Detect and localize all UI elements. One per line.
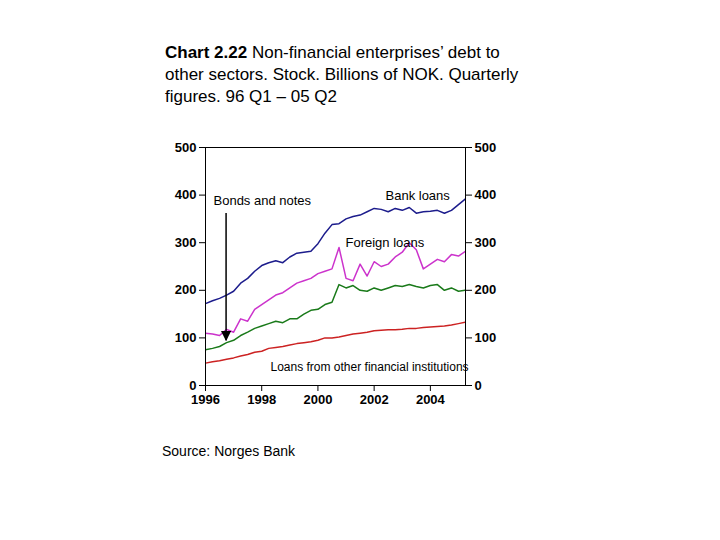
svg-text:Bank loans: Bank loans xyxy=(386,188,451,203)
svg-text:200: 200 xyxy=(175,282,197,297)
svg-text:2000: 2000 xyxy=(303,392,332,407)
svg-text:0: 0 xyxy=(475,378,482,393)
svg-text:300: 300 xyxy=(175,235,197,250)
svg-text:500: 500 xyxy=(175,140,197,155)
svg-text:300: 300 xyxy=(475,235,497,250)
html-text:Source: Norges Bank: Source: Norges Bank xyxy=(162,443,296,459)
svg-text:0: 0 xyxy=(189,378,196,393)
html-text:Chart 2.22 Non-financial enter: Chart 2.22 Non-financial enterprises’ de… xyxy=(165,43,519,106)
svg-text:Foreign loans: Foreign loans xyxy=(346,235,425,250)
svg-text:1996: 1996 xyxy=(191,392,220,407)
svg-text:100: 100 xyxy=(475,330,497,345)
svg-text:400: 400 xyxy=(175,187,197,202)
svg-text:2002: 2002 xyxy=(360,392,389,407)
svg-text:Bonds and notes: Bonds and notes xyxy=(214,193,312,208)
svg-text:500: 500 xyxy=(475,140,497,155)
svg-text:Loans from other financial ins: Loans from other financial institutions xyxy=(271,360,469,374)
svg-text:1998: 1998 xyxy=(247,392,276,407)
svg-text:200: 200 xyxy=(475,282,497,297)
svg-text:100: 100 xyxy=(175,330,197,345)
svg-text:2004: 2004 xyxy=(416,392,446,407)
svg-text:400: 400 xyxy=(475,187,497,202)
